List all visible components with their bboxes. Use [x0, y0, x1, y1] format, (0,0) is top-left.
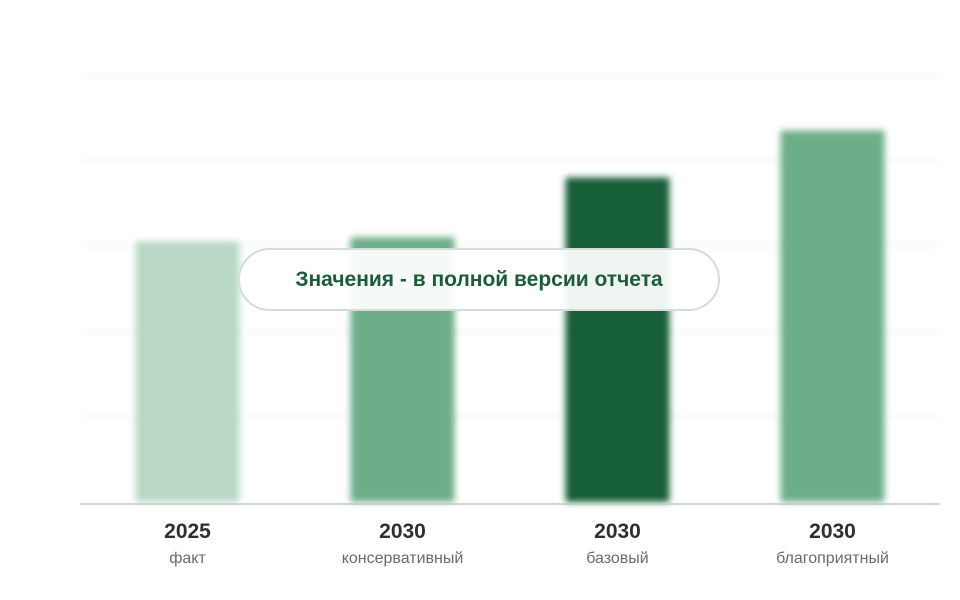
- category-labels: 2025 факт 2030 консервативный 2030 базовый 203…: [164, 520, 889, 567]
- category-year-label: 2030: [594, 520, 641, 543]
- bars: [135, 130, 885, 503]
- hidden-values-notice: Значения - в полной версии отчета: [238, 248, 720, 311]
- category-scenario-label: консервативный: [342, 550, 464, 567]
- category-year-label: 2030: [809, 520, 856, 543]
- category-year-label: 2030: [379, 520, 426, 543]
- bar-0: [135, 241, 240, 502]
- bar-2: [565, 177, 670, 503]
- bar-3: [780, 130, 885, 502]
- category-scenario-label: благоприятный: [776, 550, 889, 567]
- category-year-label: 2025: [164, 520, 211, 543]
- category-scenario-label: базовый: [586, 550, 649, 567]
- category-scenario-label: факт: [169, 550, 206, 567]
